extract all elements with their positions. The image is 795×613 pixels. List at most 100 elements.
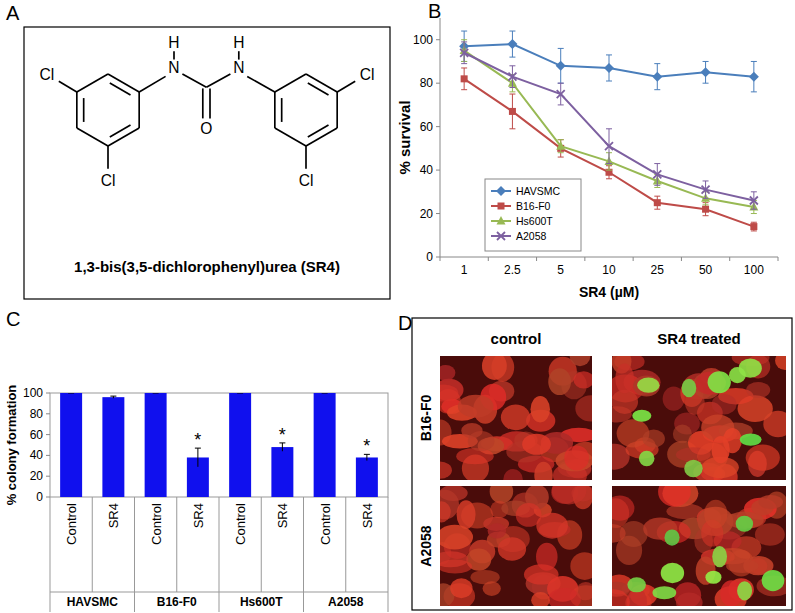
error-cap: [558, 152, 564, 153]
x-tick: [729, 257, 730, 261]
error-cap: [751, 191, 757, 192]
y-axis-label: % colony formation: [4, 385, 19, 506]
x-tick-label: 25: [651, 263, 665, 277]
error-cap: [461, 41, 467, 42]
error-cap: [654, 187, 660, 188]
figure: ABCDClClHNOHNClCl1,3-bis(3,5-dichlorophe…: [0, 0, 795, 613]
x-tick-label: 10: [602, 263, 616, 277]
micrograph-background: [440, 356, 592, 480]
error-cap: [606, 178, 612, 179]
cell: [615, 364, 634, 394]
y-tick-label: 60: [420, 120, 434, 134]
cell: [642, 429, 664, 447]
cell: [440, 560, 472, 574]
cell: [440, 461, 452, 478]
y-tick-label: 80: [30, 407, 44, 421]
error-cap: [509, 65, 515, 66]
cell: [450, 578, 472, 598]
error-cap: [751, 91, 757, 92]
atom-label: Cl: [101, 172, 116, 189]
bar: [229, 393, 251, 497]
bond: [83, 98, 85, 122]
stained-cell: [652, 586, 676, 599]
group-label: Hs600T: [240, 595, 283, 609]
error-cap: [751, 61, 757, 62]
error-cap: [703, 215, 709, 216]
stained-cell: [705, 571, 721, 584]
x-tick-label: 2.5: [504, 263, 521, 277]
error-cap: [654, 63, 660, 64]
error-cap: [461, 89, 467, 90]
stained-cell: [740, 434, 762, 446]
cell: [468, 431, 495, 451]
legend-box: [485, 179, 581, 251]
marker: [556, 141, 565, 150]
bond: [202, 88, 204, 118]
table-line: [50, 497, 51, 612]
bond: [110, 83, 131, 95]
atom-label: Cl: [360, 66, 375, 83]
stained-cell: [762, 570, 785, 591]
error-cap: [606, 163, 612, 164]
error-cap: [654, 163, 660, 164]
y-tick-label: 0: [426, 250, 433, 264]
error-cap: [558, 139, 564, 140]
error-cap: [509, 87, 515, 88]
x-tick-label: 5: [557, 263, 564, 277]
bond: [306, 128, 337, 146]
bond: [337, 81, 355, 92]
error-bar: [703, 203, 709, 216]
cell: [746, 445, 780, 471]
error-bar: [751, 192, 757, 209]
cell: [612, 390, 638, 414]
error-bar: [654, 196, 660, 209]
page: {"panels": ["A", "B", "C", "D"], "struct…: [0, 0, 795, 613]
panel-label: B: [428, 0, 441, 22]
cell: [548, 588, 581, 606]
cell: [755, 523, 785, 546]
cell: [440, 501, 451, 522]
bond: [305, 146, 307, 169]
stained-cell: [739, 359, 762, 378]
bond: [206, 74, 230, 87]
cell: [759, 495, 783, 509]
compound-name: 1,3-bis(3,5-dichlorophenyl)urea (SR4): [74, 258, 340, 275]
error-cap: [558, 104, 564, 105]
cell: [483, 581, 501, 596]
x-tick-label: 100: [744, 263, 764, 277]
marker: [606, 169, 613, 176]
bond: [108, 74, 139, 92]
cell: [570, 356, 591, 366]
bond: [308, 125, 329, 137]
error-cap: [751, 209, 757, 210]
error-cap: [654, 185, 660, 186]
x-tick: [778, 257, 779, 261]
y-tick-label: 40: [30, 448, 44, 462]
table-line: [388, 497, 389, 612]
error-bar: [606, 129, 612, 164]
stained-cell: [664, 529, 679, 545]
error-cap: [606, 170, 612, 171]
stained-cell: [708, 371, 731, 393]
y-tick: [46, 393, 50, 394]
marker: [653, 170, 661, 178]
error-cap: [703, 83, 709, 84]
significance-mark: *: [194, 430, 201, 450]
micrograph: [440, 356, 592, 480]
x-tick: [633, 257, 634, 261]
cell: [573, 371, 592, 388]
error-bar: [509, 66, 515, 88]
y-tick: [46, 476, 50, 477]
x-tick-label: SR4: [191, 503, 206, 528]
y-tick-label: 100: [413, 33, 433, 47]
micrograph: [612, 486, 786, 606]
y-tick: [436, 83, 440, 84]
cell: [456, 448, 493, 464]
marker: [604, 63, 614, 73]
cell: [482, 356, 507, 380]
y-tick-label: 60: [30, 428, 44, 442]
y-tick: [436, 170, 440, 171]
marker: [701, 67, 711, 77]
bond: [308, 83, 329, 95]
x-tick: [681, 257, 682, 261]
